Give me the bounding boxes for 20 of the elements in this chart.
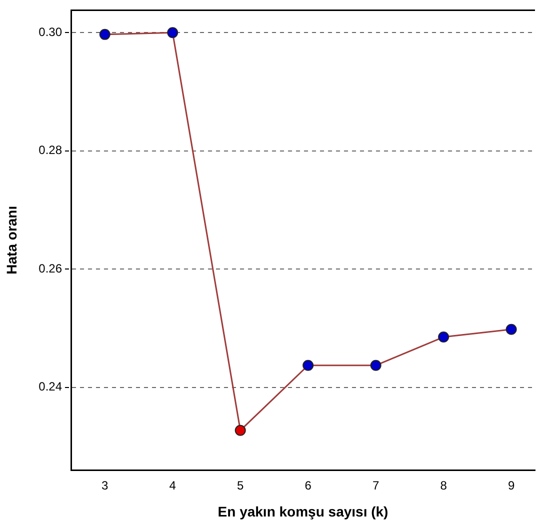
x-tick-label: 5 <box>237 478 244 493</box>
y-tick-label: 0.24 <box>38 380 62 394</box>
x-tick-label: 7 <box>372 478 380 493</box>
y-tick-label: 0.30 <box>38 24 62 39</box>
point <box>99 28 110 40</box>
y-axis-title: Hata oranı <box>3 206 20 274</box>
y-tick-label: 0.28 <box>38 143 62 158</box>
x-tick-label: 3 <box>102 478 109 493</box>
y-tick-label: 0.26 <box>38 261 62 276</box>
point <box>167 27 178 38</box>
x-tick-label: 9 <box>508 478 515 493</box>
point <box>302 360 314 371</box>
x-tick-label: 6 <box>304 478 312 493</box>
x-tick-label: 8 <box>440 478 448 493</box>
point <box>234 424 246 436</box>
x-axis-title: En yakın komşu sayısı (k) <box>218 503 388 520</box>
point <box>438 332 450 343</box>
point <box>370 360 382 371</box>
x-tick-label: 4 <box>169 478 176 493</box>
point <box>506 324 517 335</box>
